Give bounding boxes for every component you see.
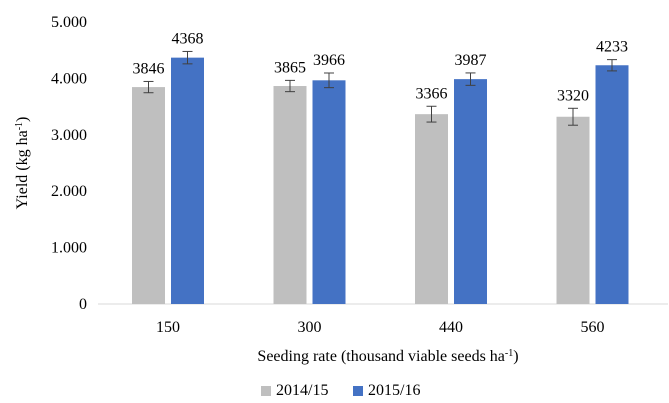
data-label-2014-15-300: 3865 xyxy=(274,59,306,76)
data-label-2014-15-560: 3320 xyxy=(557,87,589,104)
data-label-2015-16-560: 4233 xyxy=(596,39,628,56)
y-axis-ticks: 0 1.000 2.000 3.000 4.000 5.000 xyxy=(51,14,87,313)
x-tick-label-300: 300 xyxy=(298,319,322,336)
bar-2014-15-560 xyxy=(556,116,590,304)
legend-label-2015-16: 2015/16 xyxy=(368,382,420,399)
x-tick-label-150: 150 xyxy=(156,319,180,336)
x-tick-label-560: 560 xyxy=(581,319,605,336)
bar-2015-16-560 xyxy=(595,65,629,305)
y-axis-label: Yield (kg ha-1) xyxy=(14,117,32,210)
data-label-2014-15-440: 3366 xyxy=(416,85,448,102)
bar-2015-16-300 xyxy=(312,80,346,304)
y-tick-label: 2.000 xyxy=(51,183,87,200)
bar-2014-15-440 xyxy=(415,114,448,305)
y-tick-label: 0 xyxy=(79,296,87,313)
data-label-2015-16-150: 4368 xyxy=(172,30,204,47)
bars-group: 3846 4368 3865 3966 3366 3987 3320 4233 xyxy=(132,30,629,305)
data-label-2015-16-440: 3987 xyxy=(455,52,487,69)
bar-2015-16-440 xyxy=(454,79,487,304)
x-tick-label-440: 440 xyxy=(439,319,463,336)
legend: 2014/15 2015/16 xyxy=(261,382,420,399)
bar-2015-16-150 xyxy=(171,57,204,304)
legend-swatch-2015-16 xyxy=(353,386,363,396)
data-label-2015-16-300: 3966 xyxy=(313,52,345,69)
x-axis-ticks: 150 300 440 560 xyxy=(156,319,605,336)
bar-2014-15-150 xyxy=(132,87,165,304)
legend-swatch-2014-15 xyxy=(261,386,271,396)
y-tick-label: 1.000 xyxy=(51,240,87,257)
legend-label-2014-15: 2014/15 xyxy=(276,382,328,399)
y-tick-label: 3.000 xyxy=(51,127,87,144)
x-axis-label: Seeding rate (thousand viable seeds ha-1… xyxy=(257,348,518,366)
y-tick-label: 5.000 xyxy=(51,14,87,31)
y-tick-label: 4.000 xyxy=(51,70,87,87)
data-label-2014-15-150: 3846 xyxy=(133,60,165,77)
bar-2014-15-300 xyxy=(273,86,307,304)
